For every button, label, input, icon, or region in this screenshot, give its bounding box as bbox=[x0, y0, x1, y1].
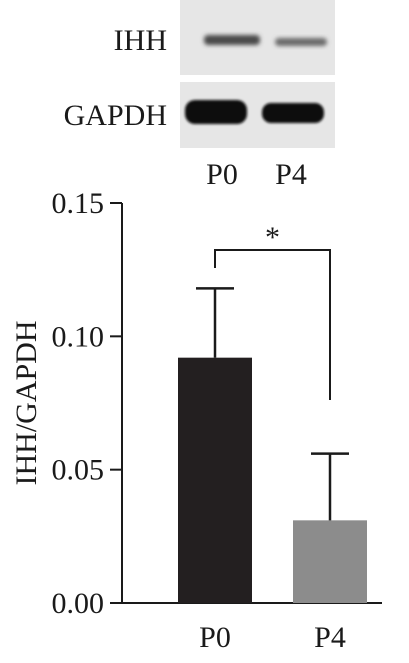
significance-line bbox=[214, 249, 331, 400]
western-blot: IHH GAPDH P0 P4 bbox=[64, 0, 335, 191]
error-bars bbox=[196, 287, 349, 521]
bar-p4 bbox=[293, 520, 367, 603]
ihh-band-p4 bbox=[275, 38, 327, 46]
significance-bracket: * bbox=[214, 221, 331, 400]
x-tick-labels: P0 P4 bbox=[199, 621, 346, 654]
bar-p0 bbox=[178, 357, 252, 603]
blot-lane-label-p4: P4 bbox=[275, 158, 307, 191]
y-tick-label: 0.10 bbox=[52, 320, 105, 353]
ihh-band-p0 bbox=[204, 35, 260, 45]
blot-row-label-gapdh: GAPDH bbox=[64, 99, 167, 132]
x-tick-label: P4 bbox=[314, 621, 346, 654]
x-tick-label: P0 bbox=[199, 621, 231, 654]
blot-lane-label-p0: P0 bbox=[206, 158, 238, 191]
blot-row-label-ihh: IHH bbox=[114, 24, 167, 57]
bar-chart: IHH/GAPDH 0.00 0.05 0.10 0.15 P0 P4 * bbox=[10, 187, 382, 654]
gapdh-band-p4 bbox=[262, 103, 324, 123]
y-tick-label: 0.00 bbox=[52, 587, 105, 620]
y-ticks: 0.00 0.05 0.10 0.15 bbox=[52, 187, 122, 620]
bars bbox=[178, 357, 367, 603]
y-tick-label: 0.05 bbox=[52, 454, 105, 487]
gapdh-band-p0 bbox=[185, 100, 247, 124]
y-tick-label: 0.15 bbox=[52, 187, 105, 220]
y-axis-title: IHH/GAPDH bbox=[10, 321, 43, 486]
significance-label: * bbox=[265, 221, 280, 254]
